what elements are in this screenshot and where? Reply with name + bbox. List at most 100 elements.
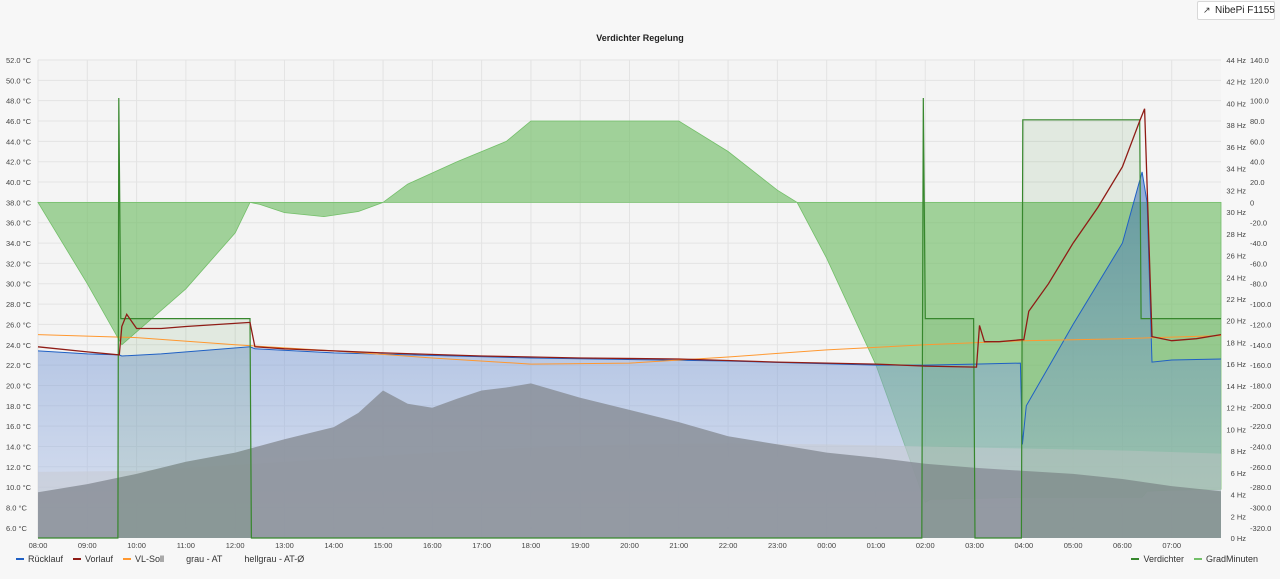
legend-label: grau - AT: [186, 554, 223, 564]
y-right-gm-tick-label: 20.0: [1250, 178, 1265, 187]
y-right-hz-tick-label: 0 Hz: [1231, 534, 1247, 543]
y-right-gm-tick-label: 40.0: [1250, 158, 1265, 167]
legend-item-vl-soll[interactable]: VL-Soll: [123, 554, 164, 564]
y-right-gm-tick-label: -40.0: [1250, 239, 1267, 248]
y-right-gm-tick-label: -260.0: [1250, 463, 1271, 472]
legend-right: Verdichter GradMinuten: [1131, 552, 1268, 566]
x-tick-label: 10:00: [127, 541, 146, 550]
y-left-tick-label: 16.0 °C: [6, 422, 32, 431]
y-right-gm-tick-label: -300.0: [1250, 503, 1271, 512]
x-tick-label: 06:00: [1113, 541, 1132, 550]
legend-left: Rücklauf Vorlauf VL-Soll grau - AT hellgrau …: [16, 552, 314, 566]
x-tick-label: 20:00: [620, 541, 639, 550]
x-tick-label: 17:00: [472, 541, 491, 550]
series-grau-at-area: [38, 383, 1221, 538]
y-right-hz-tick-label: 32 Hz: [1226, 186, 1246, 195]
x-tick-label: 18:00: [522, 541, 541, 550]
legend-swatch: [232, 558, 240, 560]
x-tick-label: 13:00: [275, 541, 294, 550]
y-left-tick-label: 14.0 °C: [6, 442, 32, 451]
y-right-gm-tick-label: -120.0: [1250, 320, 1271, 329]
y-left-tick-label: 8.0 °C: [6, 503, 28, 512]
y-right-hz-tick-label: 6 Hz: [1231, 469, 1247, 478]
x-tick-label: 04:00: [1014, 541, 1033, 550]
y-right-hz-tick-label: 8 Hz: [1231, 447, 1247, 456]
legend-item-grau-at[interactable]: grau - AT: [174, 554, 222, 564]
y-left-tick-label: 22.0 °C: [6, 361, 32, 370]
legend-label: Rücklauf: [28, 554, 64, 564]
y-right-hz-tick-label: 40 Hz: [1226, 99, 1246, 108]
y-right-gm-tick-label: -160.0: [1250, 361, 1271, 370]
legend-item-ruecklauf[interactable]: Rücklauf: [16, 554, 63, 564]
y-right-hz-tick-label: 2 Hz: [1231, 512, 1247, 521]
y-left-tick-label: 28.0 °C: [6, 300, 32, 309]
y-left-tick-label: 12.0 °C: [6, 463, 32, 472]
x-tick-label: 11:00: [177, 541, 195, 550]
series-vorlauf-line: [37, 108, 1222, 368]
y-right-hz-tick-label: 38 Hz: [1226, 121, 1246, 130]
y-right-hz-tick-label: 4 Hz: [1231, 491, 1247, 500]
y-right-gm-tick-label: -240.0: [1250, 442, 1271, 451]
y-left-tick-label: 52.0 °C: [6, 56, 32, 65]
y-right-hz-tick-label: 42 Hz: [1226, 78, 1246, 87]
x-tick-label: 01:00: [867, 541, 886, 550]
legend-item-vorlauf[interactable]: Vorlauf: [73, 554, 113, 564]
y-left-tick-label: 38.0 °C: [6, 198, 32, 207]
legend-swatch: [1131, 558, 1140, 560]
y-right-hz-tick-label: 14 Hz: [1226, 382, 1246, 391]
y-left-tick-label: 24.0 °C: [6, 341, 32, 350]
x-tick-label: 07:00: [1162, 541, 1181, 550]
y-left-tick-label: 48.0 °C: [6, 97, 32, 106]
x-tick-label: 05:00: [1064, 541, 1083, 550]
chart-title: Verdichter Regelung: [596, 33, 684, 43]
y-right-gm-tick-label: 140.0: [1250, 56, 1269, 65]
x-tick-label: 02:00: [916, 541, 935, 550]
x-tick-label: 22:00: [719, 541, 738, 550]
legend-label: GradMinuten: [1205, 554, 1258, 564]
x-tick-label: 09:00: [78, 541, 97, 550]
x-tick-label: 15:00: [374, 541, 393, 550]
y-right-gm-tick-label: 100.0: [1250, 97, 1269, 106]
y-left-tick-label: 42.0 °C: [6, 158, 32, 167]
y-right-gm-tick-label: -60.0: [1250, 259, 1267, 268]
y-left-tick-label: 26.0 °C: [6, 320, 32, 329]
series-ruecklauf-line: [37, 171, 1222, 445]
y-right-hz-tick-label: 20 Hz: [1226, 317, 1246, 326]
y-left-tick-label: 50.0 °C: [6, 76, 32, 85]
x-tick-label: 19:00: [571, 541, 590, 550]
legend-swatch: [1193, 558, 1202, 560]
y-right-gm-tick-label: -80.0: [1250, 280, 1267, 289]
y-right-gm-tick-label: -280.0: [1250, 483, 1271, 492]
y-right-hz-tick-label: 16 Hz: [1226, 360, 1246, 369]
legend-item-hellgrau-at-o[interactable]: hellgrau - AT-Ø: [232, 554, 304, 564]
legend-swatch: [73, 558, 82, 560]
series-vl-soll-line: [37, 334, 1222, 365]
y-right-hz-tick-label: 30 Hz: [1226, 208, 1246, 217]
y-right-gm-tick-label: -20.0: [1250, 219, 1267, 228]
y-right-hz-tick-label: 10 Hz: [1226, 425, 1246, 434]
x-tick-label: 12:00: [226, 541, 245, 550]
y-left-tick-label: 32.0 °C: [6, 259, 32, 268]
nibepi-link-button[interactable]: ↗ NibePi F1155: [1197, 1, 1275, 20]
x-tick-label: 14:00: [324, 541, 343, 550]
y-right-hz-tick-label: 26 Hz: [1226, 252, 1246, 261]
y-right-hz-tick-label: 34 Hz: [1226, 165, 1246, 174]
legend-swatch: [174, 558, 182, 560]
y-right-gm-tick-label: 0: [1250, 198, 1254, 207]
y-right-gm-tick-label: 80.0: [1250, 117, 1265, 126]
nibepi-link-label: NibePi F1155: [1215, 5, 1275, 16]
legend-swatch: [16, 558, 24, 560]
y-right-hz-tick-label: 22 Hz: [1226, 295, 1246, 304]
legend-item-verdichter[interactable]: Verdichter: [1131, 554, 1184, 564]
y-left-tick-label: 46.0 °C: [6, 117, 32, 126]
legend-item-gradminuten[interactable]: GradMinuten: [1193, 554, 1258, 564]
y-left-tick-label: 40.0 °C: [6, 178, 32, 187]
external-link-icon: ↗: [1203, 5, 1211, 15]
legend-label: Vorlauf: [85, 554, 114, 564]
y-right-gm-tick-label: 120.0: [1250, 76, 1269, 85]
y-right-gm-tick-label: -140.0: [1250, 341, 1271, 350]
y-left-tick-label: 10.0 °C: [6, 483, 32, 492]
y-left-tick-label: 18.0 °C: [6, 402, 32, 411]
series-verdichter-line: [38, 97, 1221, 539]
